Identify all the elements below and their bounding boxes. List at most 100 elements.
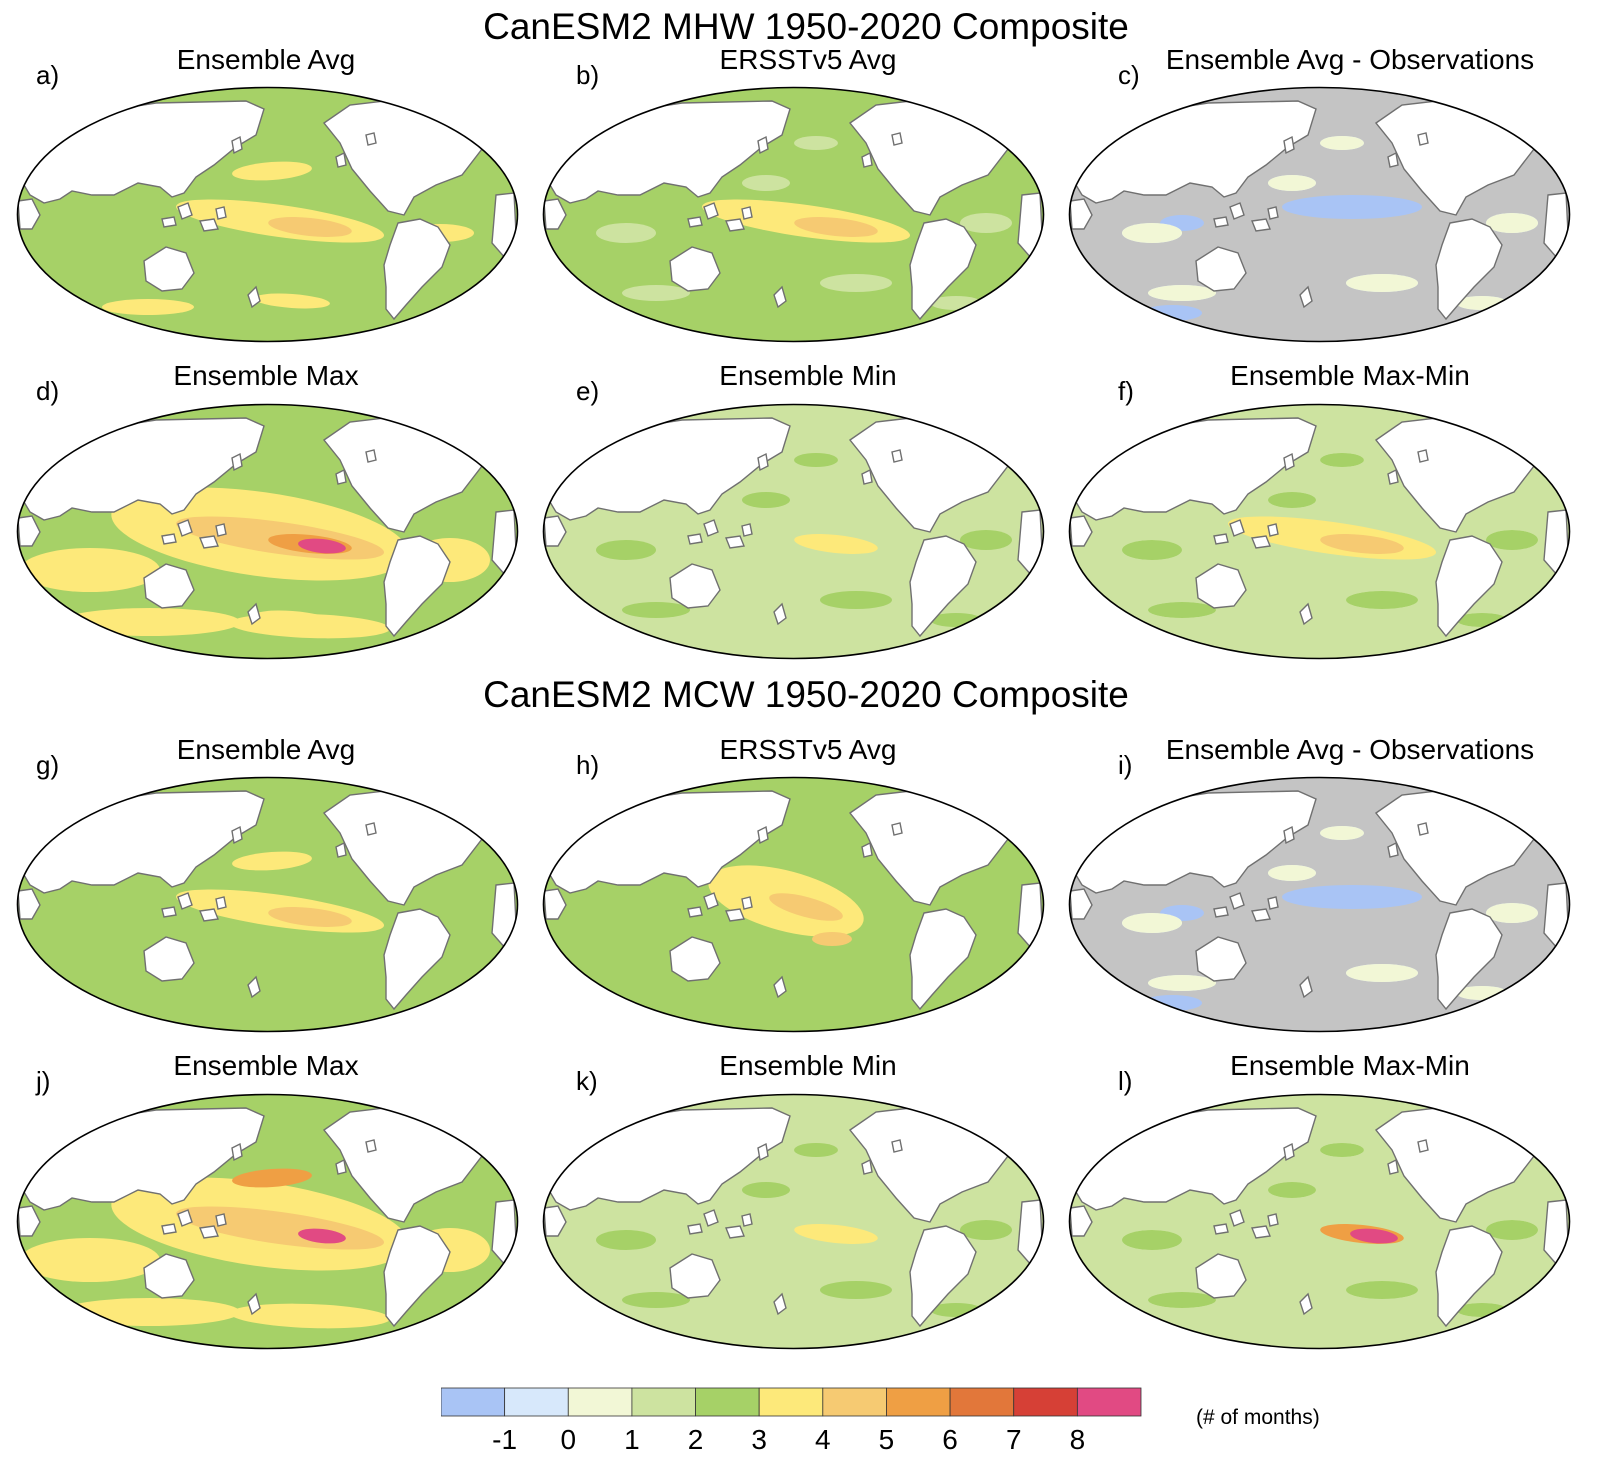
map-svg [1068, 403, 1571, 660]
section-title-mcw: CanESM2 MCW 1950-2020 Composite [483, 674, 1129, 715]
panel-title: ERSSTv5 Avg [719, 734, 897, 765]
contour-region [1346, 591, 1418, 609]
land-outline [17, 515, 41, 547]
contour-region [596, 540, 656, 560]
land-outline [161, 1223, 177, 1235]
panel-title: Ensemble Avg [176, 44, 356, 75]
land-outline [1213, 216, 1229, 228]
colorbar-tick-label: -1 [492, 1424, 517, 1455]
map-svg [542, 776, 1045, 1033]
land-outline [247, 1292, 261, 1316]
land-outline [543, 198, 567, 230]
contour-region [742, 175, 790, 191]
map-svg [542, 1093, 1045, 1350]
land-outline [1195, 936, 1247, 982]
land-outline [143, 936, 195, 982]
land-outline [669, 246, 721, 292]
map-svg [1068, 1093, 1571, 1350]
colorbar-svg: -1 0 1 2 3 4 5 6 7 8 [441, 1387, 1142, 1455]
land-outline [231, 452, 243, 472]
contour-region [596, 223, 656, 243]
land-outline [231, 135, 243, 155]
land-outline [247, 975, 261, 999]
panel-title: Ensemble Min [719, 1050, 897, 1081]
panel-letter: c) [1118, 60, 1140, 90]
contour-region [1148, 975, 1216, 991]
colorbar-tick-label: 7 [1006, 1424, 1022, 1455]
colorbar-units: (# of months) [1196, 1406, 1320, 1429]
panel-letter: k) [576, 1066, 598, 1096]
land-outline [143, 246, 195, 292]
contour-region [1320, 534, 1404, 554]
map-svg [16, 776, 519, 1033]
contour-region [794, 534, 878, 554]
contour-region [960, 1220, 1012, 1240]
land-outline [725, 908, 745, 922]
land-outline [988, 94, 1017, 116]
land-outline [199, 535, 219, 549]
land-outline [909, 908, 977, 1011]
land-outline [1229, 892, 1245, 910]
colorbar-tick-label: 4 [815, 1424, 831, 1455]
land-outline [1435, 1225, 1503, 1328]
land-outline [383, 218, 451, 321]
map-frame [1068, 86, 1571, 343]
land-outline [143, 563, 195, 609]
land-outline [1283, 1142, 1295, 1162]
land-outline [773, 975, 787, 999]
land-outline [177, 202, 193, 220]
colorbar-swatch [567, 1387, 633, 1417]
panel-title: Ensemble Max [173, 1050, 359, 1081]
colorbar-tick-label: 1 [624, 1424, 640, 1455]
land-outline [687, 533, 703, 545]
contour-region [794, 217, 878, 237]
contour-region [268, 907, 352, 927]
contour-region [1268, 1182, 1316, 1198]
land-outline [1213, 1223, 1229, 1235]
land-outline [757, 825, 769, 845]
land-outline [231, 1142, 243, 1162]
contour-region [20, 1238, 160, 1282]
land-outline [365, 132, 377, 146]
panel-title: Ensemble Max [173, 360, 359, 391]
panel-letter: f) [1118, 376, 1134, 406]
land-outline [891, 1139, 903, 1153]
land-outline [1069, 888, 1093, 920]
colorbar-tick-label: 5 [879, 1424, 895, 1455]
contour-region [1282, 885, 1422, 909]
map-frame [16, 403, 519, 660]
map-frame [542, 86, 1045, 343]
panel-title: ERSSTv5 Avg [719, 44, 897, 75]
contour-region [794, 136, 838, 150]
land-outline [365, 1139, 377, 1153]
map-svg [16, 86, 519, 343]
contour-region [596, 1230, 656, 1250]
land-outline [909, 535, 977, 638]
map-panel [536, 1090, 1051, 1353]
map-frame [542, 1093, 1045, 1350]
land-outline [725, 535, 745, 549]
land-outline [215, 523, 227, 537]
land-outline [161, 533, 177, 545]
contour-region [742, 492, 790, 508]
map-svg [1068, 86, 1571, 343]
colorbar-swatch [886, 1387, 951, 1417]
land-outline [1435, 908, 1503, 1011]
land-outline [1417, 1139, 1429, 1153]
land-outline [177, 1209, 193, 1227]
colorbar-swatch [949, 1387, 1015, 1417]
land-outline [1514, 1101, 1543, 1123]
contour-region [1268, 865, 1316, 881]
land-outline [1213, 533, 1229, 545]
land-outline [1267, 523, 1279, 537]
land-outline [891, 822, 903, 836]
land-outline [462, 411, 491, 433]
land-outline [1514, 94, 1543, 116]
land-outline [1417, 132, 1429, 146]
contour-region [1320, 826, 1364, 840]
land-outline [1195, 1253, 1247, 1299]
land-outline [199, 908, 219, 922]
land-outline [247, 602, 261, 626]
land-outline [687, 906, 703, 918]
panel-letter: d) [36, 376, 60, 406]
